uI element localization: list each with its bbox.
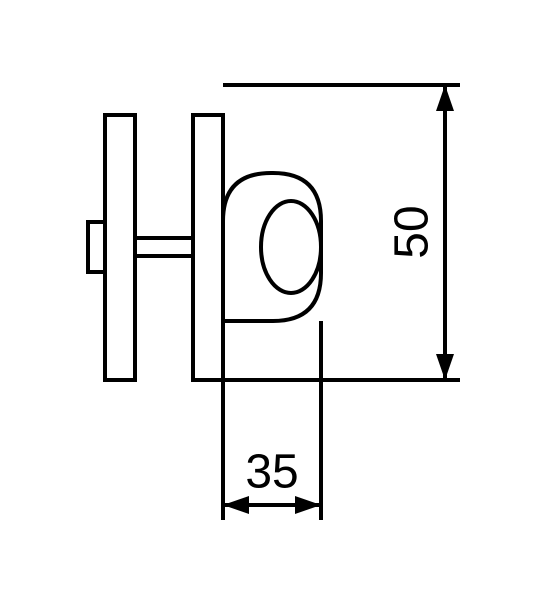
- dimension-horizontal: 35: [223, 321, 321, 520]
- dimension-value-vertical: 50: [386, 205, 439, 258]
- arrowhead: [436, 85, 454, 111]
- base-plate: [105, 115, 135, 380]
- arrowhead: [436, 354, 454, 380]
- second-plate: [193, 115, 223, 380]
- shaft: [135, 238, 193, 256]
- dimension-value-horizontal: 35: [245, 446, 298, 499]
- arrowhead: [295, 496, 321, 514]
- mounting-tab: [88, 222, 105, 272]
- arrowhead: [223, 496, 249, 514]
- knob-face-ellipse: [261, 201, 321, 293]
